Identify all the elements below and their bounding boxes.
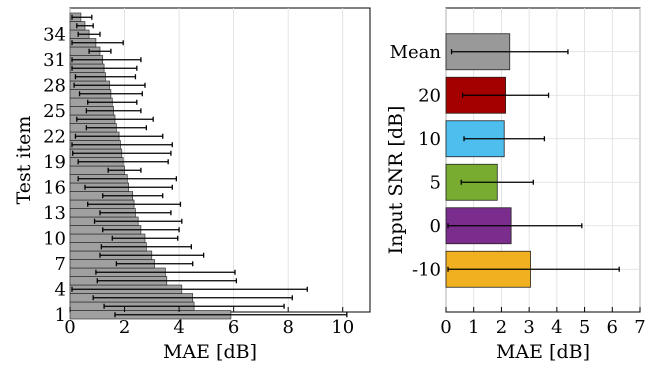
left-y-tick-label: 7 (55, 254, 66, 275)
left-y-tick-label: 10 (43, 228, 66, 249)
left-y-tick-label: 34 (43, 24, 66, 45)
left-y-tick-label: 28 (43, 75, 66, 96)
right-y-tick-label: 5 (430, 172, 441, 193)
right-x-tick-label: 6 (607, 317, 618, 338)
left-x-tick-label: 0 (64, 317, 75, 338)
right-bars (445, 33, 531, 288)
left-y-tick-label: 4 (55, 279, 66, 300)
left-y-tick-label: 31 (43, 50, 66, 71)
left-y-ticks: 1 4 7 10 13 16 19 22 25 28 31 34 (43, 24, 66, 326)
left-y-tick-label: 22 (43, 126, 66, 147)
right-x-tick-label: 7 (634, 317, 645, 338)
left-y-tick-label: 1 (55, 305, 66, 326)
left-y-tick-label: 16 (43, 177, 66, 198)
left-y-axis-label: Test item (13, 116, 35, 205)
left-y-tick-label: 13 (43, 203, 66, 224)
left-bars (69, 12, 232, 320)
test-item-chart: 0 2 4 6 8 10 1 4 7 10 13 16 19 22 25 28 31 34 MAE [dB] T… (13, 7, 371, 363)
left-x-tick-label: 8 (282, 317, 293, 338)
right-x-axis-label: MAE [dB] (496, 341, 590, 363)
right-x-tick-label: 4 (551, 317, 562, 338)
left-x-tick-label: 6 (228, 317, 239, 338)
right-x-tick-label: 5 (579, 317, 590, 338)
right-error-bars (447, 49, 620, 272)
left-y-tick-label: 25 (43, 101, 66, 122)
left-x-tick-label: 2 (119, 317, 130, 338)
right-y-tick-label: -10 (412, 259, 441, 280)
left-x-tick-label: 4 (173, 317, 184, 338)
right-x-tick-label: 0 (440, 317, 451, 338)
left-x-tick-label: 10 (331, 317, 354, 338)
left-x-axis-label: MAE [dB] (163, 341, 257, 363)
right-y-axis-label: Input SNR [dB] (385, 106, 407, 255)
right-y-tick-label: Mean (390, 42, 442, 63)
left-error-bars (71, 14, 348, 318)
right-x-tick-label: 3 (523, 317, 534, 338)
right-y-tick-label: 20 (418, 85, 441, 106)
left-y-tick-label: 19 (43, 152, 66, 173)
right-y-tick-label: 0 (430, 216, 441, 237)
right-y-ticks: -10 0 5 10 20 Mean (390, 42, 442, 281)
right-x-tick-label: 2 (496, 317, 507, 338)
right-x-tick-label: 1 (468, 317, 479, 338)
left-x-ticks: 0 2 4 6 8 10 (64, 307, 354, 338)
right-y-tick-label: 10 (418, 129, 441, 150)
